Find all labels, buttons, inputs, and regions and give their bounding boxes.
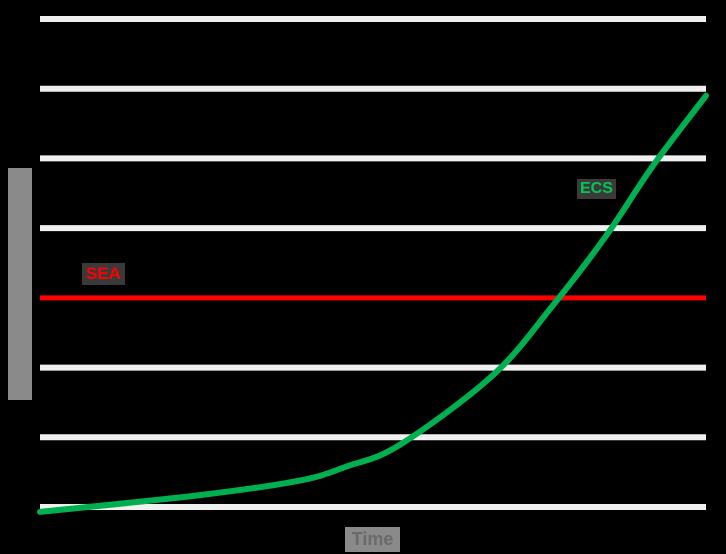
y-axis-label [8,168,32,400]
series-line-ecs [37,92,709,515]
series-label: ECS [577,179,616,199]
reference-line-label: SEA [82,263,125,285]
x-axis-label: Time [345,527,400,552]
gridlines [40,16,706,510]
